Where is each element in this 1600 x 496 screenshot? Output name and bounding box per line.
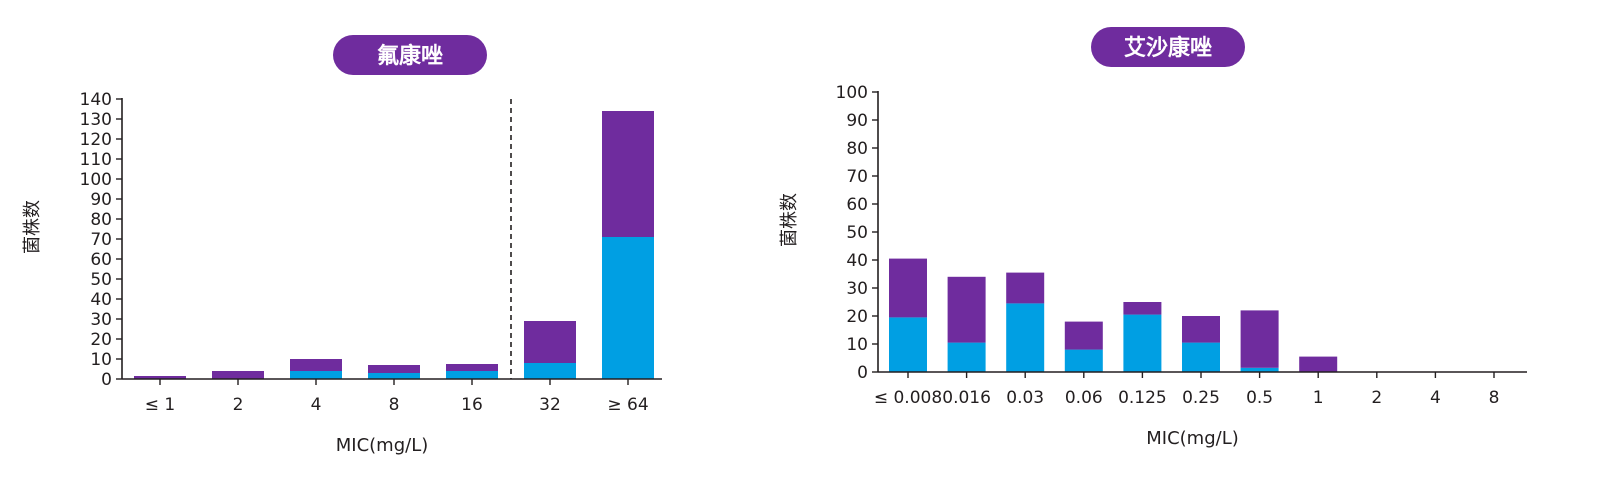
- bar-segment: [524, 363, 576, 379]
- y-tick-label: 120: [80, 130, 112, 150]
- bar-segment: [1123, 314, 1162, 372]
- y-tick-label: 50: [846, 223, 868, 243]
- bar-segment: [368, 365, 420, 373]
- y-tick-label: 40: [90, 290, 112, 310]
- y-tick-label: 70: [846, 167, 868, 187]
- bar-segment: [947, 342, 986, 372]
- bar-segment: [446, 371, 498, 379]
- y-tick-label: 30: [846, 279, 868, 299]
- x-tick-label: 0.06: [1065, 388, 1103, 408]
- chart-2: 艾沙康唑 0 10 20 30 40 50 60 70 80 90 100 ≤ 0.008 0.016 0.…: [779, 27, 1527, 449]
- y-tick-label: 60: [846, 195, 868, 215]
- x-tick-label: 16: [461, 395, 483, 415]
- y-tick-label: 90: [846, 111, 868, 131]
- x-tick-label: 2: [233, 395, 244, 415]
- bar-segment: [1182, 342, 1220, 372]
- y-tick-label: 100: [836, 83, 868, 103]
- x-tick-label: 8: [1489, 388, 1500, 408]
- bar-segment: [134, 376, 186, 379]
- bar-segment: [1123, 302, 1162, 315]
- y-tick-label: 130: [80, 110, 112, 130]
- y-tick-label: 0: [101, 370, 112, 390]
- bar-segment: [290, 359, 342, 371]
- x-tick-label: ≤ 0.008: [874, 388, 942, 408]
- x-tick-label: 0.5: [1246, 388, 1273, 408]
- bar-segment: [290, 371, 342, 379]
- bar-segment: [947, 276, 986, 343]
- x-tick-label: 0.03: [1006, 388, 1044, 408]
- chart-title-pill: [333, 35, 487, 75]
- y-tick-label: 80: [846, 139, 868, 159]
- y-axis-title: 菌株数: [22, 200, 43, 254]
- chart-title: 艾沙康唑: [1124, 35, 1212, 61]
- y-tick-label: 70: [90, 230, 112, 250]
- x-tick-label: 32: [539, 395, 561, 415]
- bar-segment: [1240, 310, 1279, 368]
- y-tick-label: 50: [90, 270, 112, 290]
- x-tick-label: 1: [1313, 388, 1324, 408]
- bar-segment: [524, 321, 576, 363]
- y-tick-label: 100: [80, 170, 112, 190]
- bar-segment: [1182, 316, 1220, 343]
- y-tick-label: 90: [90, 190, 112, 210]
- bar-segment: [446, 364, 498, 371]
- chart-title: 氟康唑: [377, 43, 443, 69]
- bar-segment: [889, 317, 927, 372]
- bar-segment: [212, 371, 264, 379]
- x-tick-label: 0.016: [942, 388, 991, 408]
- y-axis-title: 菌株数: [779, 193, 800, 247]
- y-tick-label: 30: [90, 310, 112, 330]
- chart-title-pill: [1091, 27, 1245, 67]
- x-tick-label: 4: [1430, 388, 1441, 408]
- bar-segment: [1240, 367, 1279, 372]
- y-tick-label: 10: [846, 335, 868, 355]
- y-tick-label: 20: [90, 330, 112, 350]
- y-tick-label: 80: [90, 210, 112, 230]
- y-tick-label: 60: [90, 250, 112, 270]
- bar-segment: [368, 373, 420, 379]
- y-tick-label: 20: [846, 307, 868, 327]
- x-tick-label: ≤ 1: [145, 395, 175, 415]
- y-tick-label: 0: [857, 363, 868, 383]
- x-axis-title: MIC(mg/L): [336, 435, 429, 456]
- y-tick-label: 10: [90, 350, 112, 370]
- bar-segment: [1064, 321, 1103, 350]
- x-tick-label: 4: [311, 395, 322, 415]
- y-tick-label: 110: [80, 150, 112, 170]
- bar-segment: [1064, 349, 1103, 372]
- bar-segment: [1006, 303, 1045, 372]
- y-tick-label: 140: [80, 90, 112, 110]
- bar-segment: [602, 111, 654, 237]
- y-tick-label: 40: [846, 251, 868, 271]
- bar-segment: [889, 258, 927, 318]
- bar-segment: [1006, 272, 1045, 304]
- bar-segment: [1299, 356, 1338, 372]
- bar-segment: [602, 237, 654, 379]
- x-tick-label: 8: [389, 395, 400, 415]
- x-tick-label: ≥ 64: [607, 395, 648, 415]
- x-tick-label: 0.25: [1182, 388, 1220, 408]
- x-tick-label: 0.125: [1118, 388, 1167, 408]
- x-tick-label: 2: [1371, 388, 1382, 408]
- x-axis-title: MIC(mg/L): [1146, 428, 1239, 449]
